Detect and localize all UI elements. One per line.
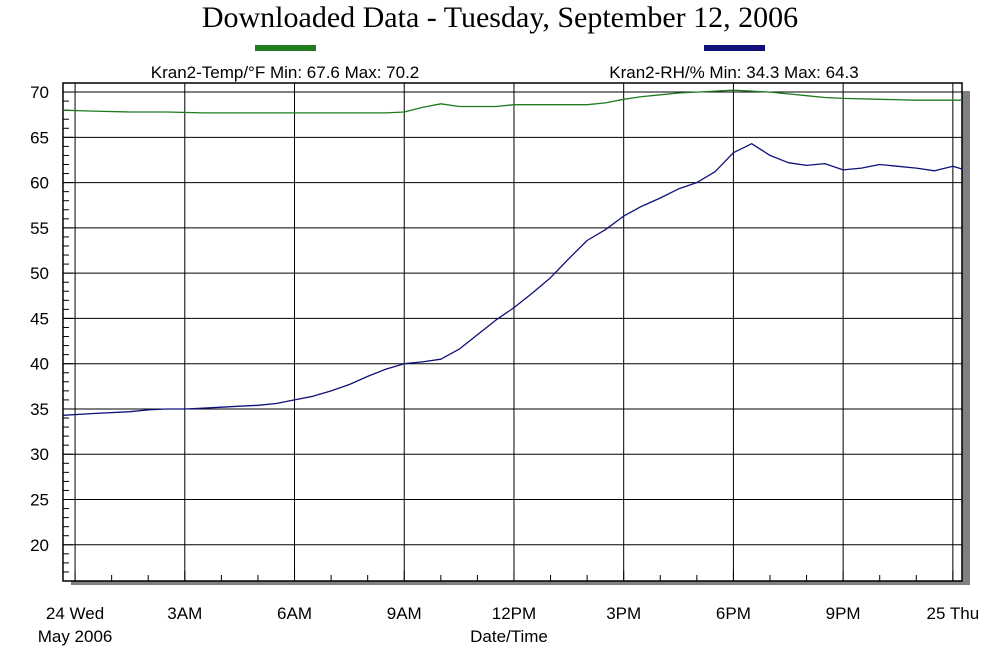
plot-area [62, 82, 963, 582]
x-tick-label: 24 Wed [46, 604, 104, 623]
x-axis-label: Date/Time [470, 627, 548, 646]
y-tick-label: 60 [30, 174, 49, 193]
x-tick-label: 9AM [387, 604, 422, 623]
series-line-rh [62, 143, 963, 416]
y-tick-label: 55 [30, 219, 49, 238]
y-tick-label: 20 [30, 536, 49, 555]
x-tick-sublabel: May 2006 [38, 627, 113, 646]
x-tick-label: 9PM [826, 604, 861, 623]
x-tick-label: 6AM [277, 604, 312, 623]
y-tick-label: 40 [30, 355, 49, 374]
y-tick-label: 30 [30, 445, 49, 464]
legend-swatch-temp [255, 45, 316, 51]
x-tick-label: 3PM [606, 604, 641, 623]
x-tick-label: 12PM [492, 604, 536, 623]
series-layer [62, 89, 963, 416]
x-tick-label: 3AM [167, 604, 202, 623]
y-tick-label: 25 [30, 491, 49, 510]
y-tick-label: 65 [30, 128, 49, 147]
y-tick-labels: 20 25 30 35 40 45 50 55 60 65 70 [30, 83, 49, 555]
x-tick-labels: 24 Wed May 2006 3AM 6AM 9AM 12PM 3PM 6PM 9PM 25 T… [38, 604, 979, 646]
x-tick-label: 25 Thu [927, 604, 980, 623]
minor-ticks [63, 91, 954, 581]
y-tick-label: 35 [30, 400, 49, 419]
grid [63, 83, 962, 581]
legend-label-temp: Kran2-Temp/°F Min: 67.6 Max: 70.2 [151, 63, 420, 82]
legend: Kran2-Temp/°F Min: 67.6 Max: 70.2 Kran2-… [151, 45, 859, 82]
legend-label-rh: Kran2-RH/% Min: 34.3 Max: 64.3 [609, 63, 858, 82]
series-line-temp [62, 89, 962, 114]
chart-title: Downloaded Data - Tuesday, September 12,… [202, 1, 798, 34]
legend-swatch-rh [704, 45, 765, 51]
y-tick-label: 45 [30, 309, 49, 328]
x-tick-label: 6PM [716, 604, 751, 623]
y-tick-label: 50 [30, 264, 49, 283]
y-tick-label: 70 [30, 83, 49, 102]
